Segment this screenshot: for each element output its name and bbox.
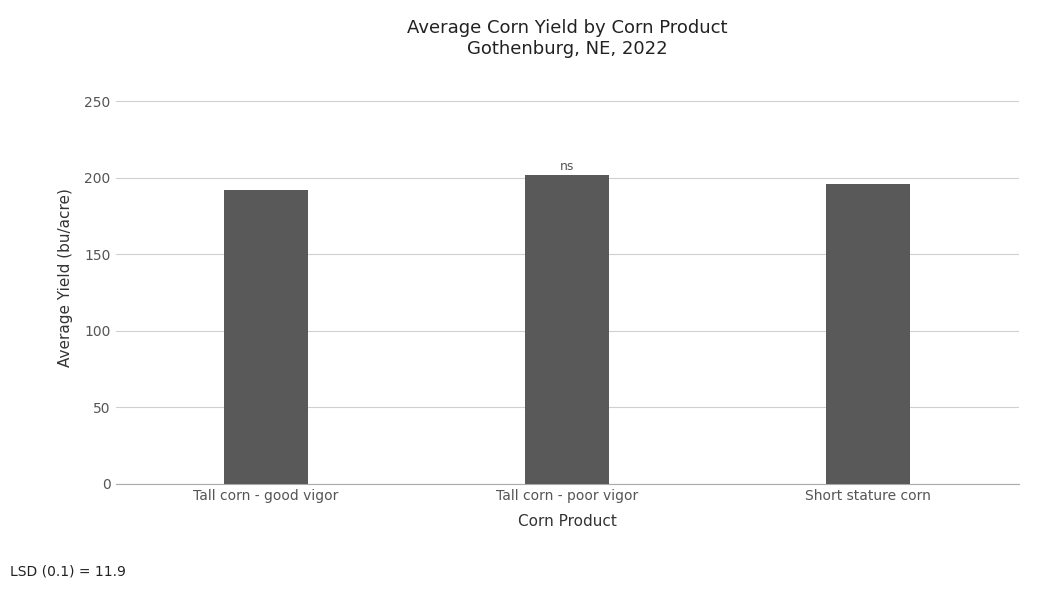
Y-axis label: Average Yield (bu/acre): Average Yield (bu/acre) [58, 188, 74, 367]
X-axis label: Corn Product: Corn Product [518, 514, 616, 529]
Bar [224, 190, 308, 484]
Text: LSD (0.1) = 11.9: LSD (0.1) = 11.9 [10, 564, 126, 578]
Bar [525, 175, 609, 484]
Text: ns: ns [560, 159, 574, 172]
Bar [826, 184, 910, 484]
Title: Average Corn Yield by Corn Product
Gothenburg, NE, 2022: Average Corn Yield by Corn Product Gothe… [406, 19, 728, 58]
